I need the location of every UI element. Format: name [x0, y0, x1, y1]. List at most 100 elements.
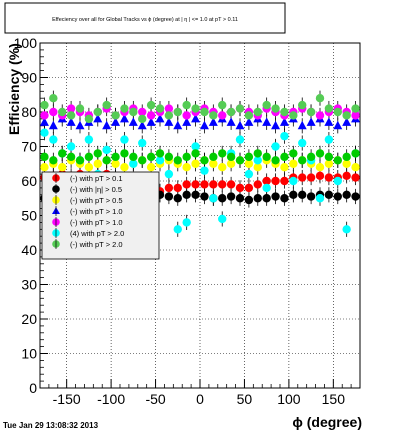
data-point: [120, 104, 129, 113]
chart-title: Effeciency over all for Global Tracks vs…: [52, 17, 238, 23]
data-point: [173, 183, 182, 193]
x-tick-label: 150: [322, 391, 346, 407]
data-point: [173, 120, 183, 130]
data-point: [280, 131, 289, 141]
data-point: [49, 156, 58, 165]
data-point: [173, 107, 182, 117]
data-point: [58, 107, 67, 117]
data-point: [102, 145, 111, 155]
data-point: [262, 100, 271, 110]
data-point: [235, 183, 245, 193]
data-point: [253, 156, 262, 165]
data-point: [120, 149, 129, 158]
data-point: [49, 94, 58, 103]
data-point: [289, 190, 298, 199]
data-point: [218, 214, 227, 224]
data-point: [164, 152, 174, 162]
data-point: [297, 120, 307, 130]
data-point: [48, 120, 58, 130]
data-point: [244, 117, 254, 126]
data-point: [218, 180, 227, 189]
data-point: [129, 107, 138, 117]
y-tick-label: 80: [21, 104, 37, 120]
data-point: [289, 176, 298, 186]
data-point: [342, 171, 351, 181]
data-point: [164, 104, 174, 113]
data-point: [66, 152, 76, 162]
y-tick-label: 90: [21, 70, 37, 86]
data-point: [244, 183, 254, 193]
data-point: [40, 163, 49, 172]
data-point: [298, 156, 307, 165]
data-point: [155, 156, 165, 165]
y-tick-label: 10: [21, 346, 37, 362]
data-point: [58, 149, 67, 158]
data-point: [226, 152, 236, 162]
data-point: [164, 169, 174, 179]
data-point: [253, 194, 262, 203]
data-point: [271, 156, 280, 165]
legend-label: (-) with pT > 2.0: [70, 240, 123, 249]
y-tick-label: 30: [21, 277, 37, 293]
data-point: [280, 163, 289, 172]
data-point: [324, 190, 334, 199]
legend-entry: (-) with pT > 1.0: [52, 206, 123, 216]
data-point: [66, 142, 76, 151]
data-point: [324, 159, 334, 168]
x-tick-label: 0: [196, 391, 204, 407]
data-point: [333, 156, 342, 165]
data-point: [226, 117, 236, 126]
data-point: [271, 104, 280, 113]
data-point: [75, 104, 85, 113]
data-point: [66, 117, 76, 126]
series-3: [39, 113, 361, 130]
data-point: [128, 117, 138, 126]
data-point: [146, 111, 156, 120]
data-point: [49, 135, 58, 144]
data-point: [120, 163, 129, 172]
data-point: [244, 111, 254, 120]
data-point: [164, 192, 174, 201]
data-point: [102, 100, 111, 110]
data-point: [351, 149, 360, 158]
data-point: [324, 104, 334, 113]
data-point: [306, 117, 316, 126]
y-tick-label: 100: [14, 35, 38, 51]
data-point: [342, 159, 351, 168]
data-point: [208, 117, 218, 126]
data-point: [209, 180, 218, 189]
data-point: [298, 100, 307, 110]
data-point: [235, 194, 245, 203]
data-point: [209, 194, 218, 203]
data-point: [289, 111, 298, 120]
x-tick-label: -100: [97, 391, 125, 407]
data-point: [173, 194, 182, 203]
data-point: [253, 149, 262, 158]
legend-label: (-) with |η| > 0.5: [70, 185, 122, 194]
legend-label: (-) with pT > 1.0: [70, 218, 123, 227]
data-point: [191, 104, 200, 113]
data-point: [342, 152, 351, 162]
data-point: [119, 113, 129, 123]
legend-label: (-) with pT > 0.5: [70, 196, 123, 205]
data-point: [315, 194, 325, 203]
data-point: [324, 135, 334, 144]
data-point: [164, 117, 174, 126]
data-point: [235, 120, 245, 130]
data-point: [138, 114, 147, 124]
legend-entry: (-) with pT > 0.5: [52, 195, 123, 205]
data-point: [40, 100, 49, 110]
data-point: [333, 120, 343, 130]
data-point: [235, 135, 245, 144]
data-point: [39, 117, 49, 126]
data-point: [49, 107, 58, 117]
data-point: [102, 120, 112, 130]
data-point: [40, 128, 49, 137]
y-tick-label: 50: [21, 208, 37, 224]
data-point: [137, 120, 147, 130]
data-point: [262, 194, 271, 203]
legend-entry: (-) with pT > 2.0: [52, 239, 123, 249]
data-point: [351, 104, 360, 113]
legend-entry: (-) with pT > 1.0: [52, 217, 123, 227]
